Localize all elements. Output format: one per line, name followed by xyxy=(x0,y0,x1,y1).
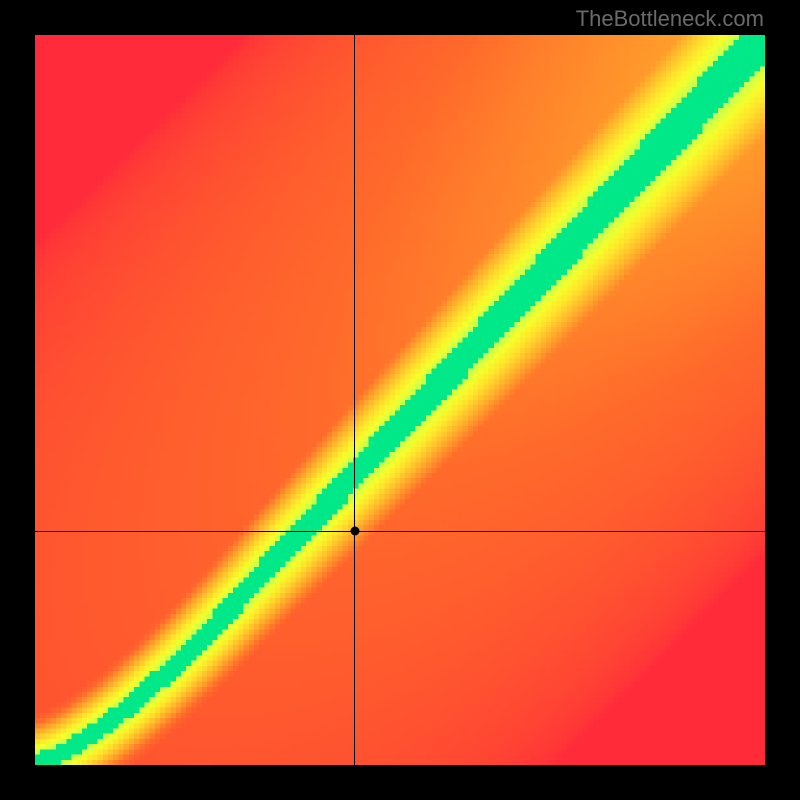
crosshair-horizontal xyxy=(35,531,765,532)
data-point-marker xyxy=(350,527,359,536)
watermark-text: TheBottleneck.com xyxy=(576,6,764,32)
bottleneck-heatmap xyxy=(35,35,765,765)
chart-container: TheBottleneck.com xyxy=(0,0,800,800)
crosshair-vertical xyxy=(354,35,355,765)
